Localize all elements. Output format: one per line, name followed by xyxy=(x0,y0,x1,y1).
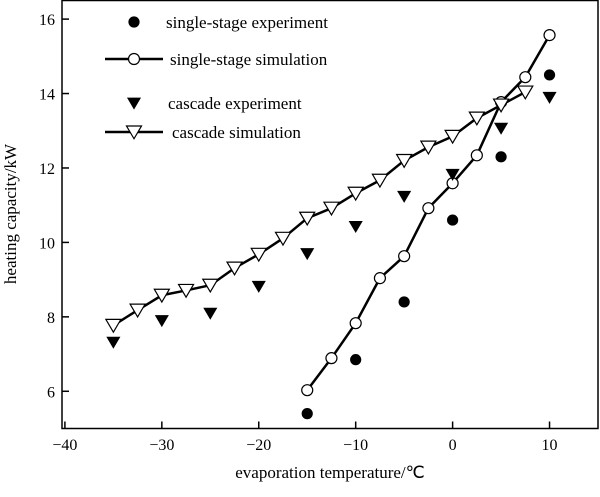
data-point-filled-circle xyxy=(447,214,459,226)
data-point-filled-triangle-down xyxy=(203,307,218,320)
y-tick-label: 10 xyxy=(39,235,55,252)
data-point-open-triangle-down xyxy=(153,288,171,304)
legend-label: single-stage simulation xyxy=(170,50,328,69)
data-point-open-circle xyxy=(470,149,483,162)
data-point-open-triangle-down xyxy=(419,140,437,156)
x-axis-label: evaporation temperature/℃ xyxy=(235,463,424,482)
data-point-open-circle xyxy=(398,250,411,263)
legend-item: single-stage experiment xyxy=(128,13,328,32)
legend-item: cascade simulation xyxy=(105,123,301,142)
series-single-stage-simulation xyxy=(301,29,556,397)
data-point-open-circle xyxy=(373,272,387,285)
legend-item: single-stage simulation xyxy=(105,50,328,69)
data-point-open-triangle-down xyxy=(129,303,147,319)
legend-label: single-stage experiment xyxy=(166,13,328,32)
data-point-filled-triangle-down xyxy=(542,91,557,104)
data-point-filled-triangle-down xyxy=(348,221,363,233)
y-tick-label: 16 xyxy=(39,12,55,29)
data-point-filled-triangle-down xyxy=(251,280,266,293)
series-cascade-simulation xyxy=(104,85,534,334)
data-point-open-circle xyxy=(301,384,314,397)
data-point-open-triangle-down xyxy=(177,283,195,299)
data-point-open-triangle-down xyxy=(274,231,292,247)
data-point-filled-triangle-down xyxy=(154,315,169,328)
y-axis-label: heating capacity/kW xyxy=(1,143,20,284)
x-tick-label: −10 xyxy=(343,437,368,454)
data-point-open-circle xyxy=(422,202,435,215)
data-point-open-triangle-down xyxy=(125,125,143,140)
data-point-open-circle xyxy=(127,52,141,66)
data-point-open-triangle-down xyxy=(347,186,365,202)
data-point-open-circle xyxy=(543,29,556,42)
y-tick-label: 6 xyxy=(47,384,55,401)
data-point-open-triangle-down xyxy=(516,85,534,100)
data-point-open-triangle-down xyxy=(201,278,219,294)
data-point-filled-triangle-down xyxy=(494,122,509,135)
x-tick-label: 10 xyxy=(542,437,558,454)
data-point-filled-circle xyxy=(128,16,140,28)
y-tick-label: 14 xyxy=(39,87,55,104)
data-point-filled-circle xyxy=(301,408,313,420)
legend-item: cascade experiment xyxy=(126,94,302,113)
legend-label: cascade simulation xyxy=(172,123,301,142)
series-single-stage-experiment xyxy=(301,69,556,420)
data-point-filled-circle xyxy=(543,69,556,81)
data-point-open-circle xyxy=(349,317,362,330)
data-point-filled-circle xyxy=(495,151,507,163)
data-point-filled-circle xyxy=(350,354,362,366)
data-point-filled-circle xyxy=(398,296,410,308)
data-point-open-triangle-down xyxy=(298,211,316,227)
data-point-open-circle xyxy=(519,71,532,84)
series-cascade-experiment xyxy=(106,91,557,349)
data-point-open-triangle-down xyxy=(468,111,486,127)
data-point-filled-triangle-down xyxy=(397,190,412,203)
data-point-open-circle xyxy=(325,352,338,365)
data-point-open-triangle-down xyxy=(444,129,462,145)
data-point-open-triangle-down xyxy=(371,173,389,189)
data-point-open-triangle-down xyxy=(492,98,510,114)
data-point-open-triangle-down xyxy=(225,261,244,277)
x-tick-label: −20 xyxy=(246,437,271,454)
y-tick-label: 8 xyxy=(47,310,55,327)
x-tick-label: −30 xyxy=(149,437,174,454)
data-point-filled-triangle-down xyxy=(300,248,315,261)
data-point-open-triangle-down xyxy=(395,153,413,169)
data-point-open-triangle-down xyxy=(104,318,122,334)
data-point-filled-triangle-down xyxy=(106,336,121,349)
x-tick-label: 0 xyxy=(449,437,457,454)
data-point-filled-triangle-down xyxy=(126,97,142,110)
y-tick-label: 12 xyxy=(39,161,55,178)
x-tick-label: −40 xyxy=(52,437,77,454)
data-point-open-triangle-down xyxy=(322,201,341,217)
plot-frame xyxy=(61,0,599,430)
data-point-filled-triangle-down xyxy=(445,168,460,181)
legend-label: cascade experiment xyxy=(168,94,302,113)
data-point-open-triangle-down xyxy=(250,247,268,263)
